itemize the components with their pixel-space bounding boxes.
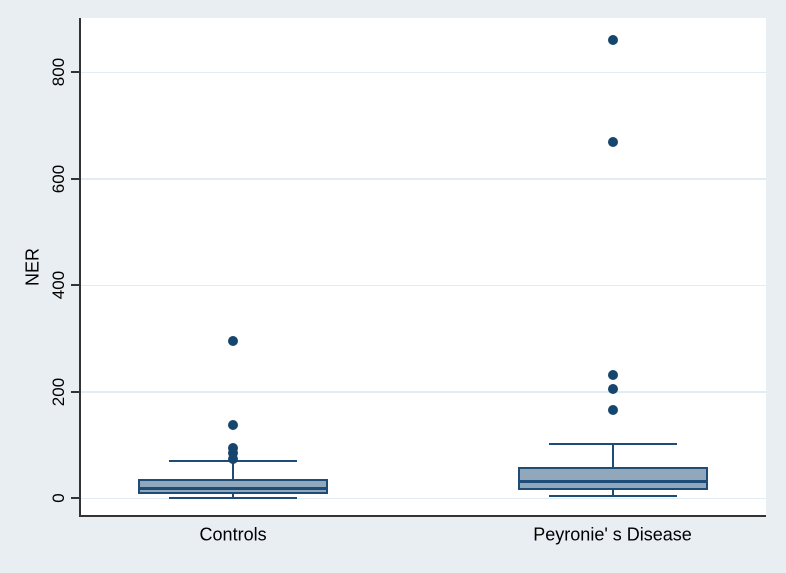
gridline (81, 497, 766, 500)
y-tick-label: 400 (49, 271, 68, 300)
y-tick-label: 600 (49, 164, 68, 194)
outlier-dot (228, 336, 239, 347)
lower-whisker-stem (232, 494, 235, 498)
median-line (138, 487, 329, 491)
outlier-dot (607, 136, 618, 147)
y-tick-label: 200 (49, 377, 68, 407)
plot-area (79, 18, 766, 517)
upper-whisker-cap (548, 442, 677, 445)
y-axis-title: NER (22, 247, 43, 287)
gridline (81, 284, 766, 287)
y-tick-mark (71, 390, 79, 393)
y-tick-mark (71, 284, 79, 287)
y-tick-mark (71, 71, 79, 74)
outlier-dot (228, 442, 239, 453)
outlier-dot (607, 404, 618, 415)
y-tick-label: 0 (49, 493, 68, 504)
gridline (81, 391, 766, 393)
gridline (81, 178, 766, 180)
median-line (517, 480, 708, 484)
box-peyronies (517, 466, 708, 490)
lower-whisker-stem (611, 489, 614, 497)
gridline (81, 71, 766, 74)
lower-whisker-cap (548, 495, 677, 498)
outlier-dot (228, 448, 239, 459)
upper-whisker-stem (232, 461, 235, 480)
outlier-dot (607, 384, 618, 395)
x-category-label-controls: Controls (199, 524, 267, 545)
y-tick-mark (71, 497, 79, 500)
upper-whisker-stem (611, 443, 614, 467)
outlier-dot (228, 453, 239, 464)
outlier-dot (607, 35, 618, 46)
y-tick-mark (71, 177, 79, 180)
box-controls (138, 479, 329, 495)
y-tick-label: 800 (49, 58, 68, 87)
outlier-dot (228, 419, 239, 430)
x-category-label-peyronies: Peyronie' s Disease (533, 524, 692, 545)
lower-whisker-cap (169, 496, 298, 499)
outlier-dot (607, 369, 618, 380)
